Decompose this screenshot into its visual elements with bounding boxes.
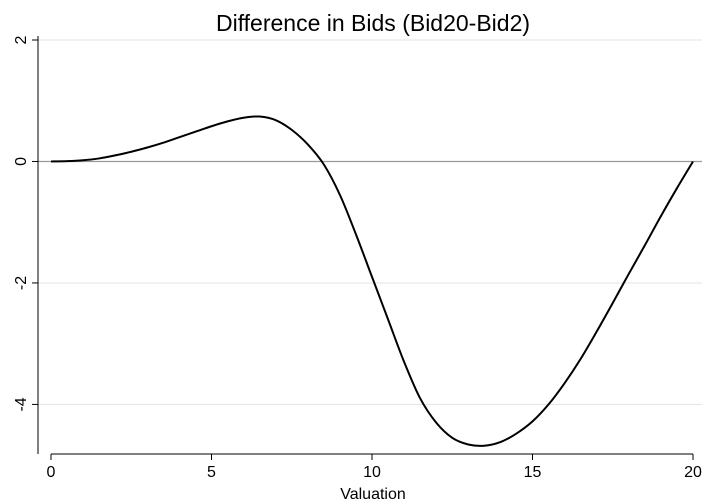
series-group	[50, 115, 694, 447]
x-tick-label: 0	[47, 464, 56, 481]
x-tick-label: 15	[524, 464, 542, 481]
x-tick-label: 5	[207, 464, 216, 481]
y-tick-label: -4	[13, 397, 30, 411]
chart-title: Difference in Bids (Bid20-Bid2)	[216, 10, 530, 36]
x-tick-label: 20	[684, 464, 702, 481]
x-axis-label: Valuation	[340, 486, 406, 503]
y-tick-label: -2	[13, 276, 30, 290]
gridlines	[38, 39, 702, 405]
y-tick-label: 0	[13, 157, 30, 166]
axes: 20-2-40 5 10 15 20	[13, 35, 702, 481]
y-tick-label: 2	[13, 35, 30, 44]
x-tick-label: 10	[363, 464, 381, 481]
series-line	[50, 115, 694, 447]
